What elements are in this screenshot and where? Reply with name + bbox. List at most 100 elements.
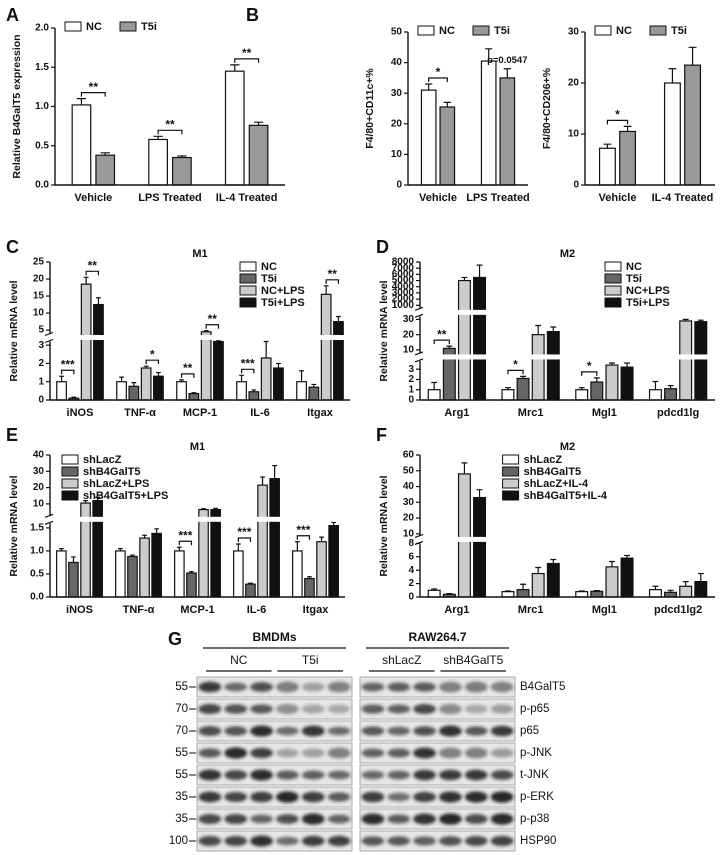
significance-bracket: [80, 92, 106, 97]
protein-label: p-p65: [520, 703, 549, 715]
significance-bracket: [180, 373, 195, 378]
blot-strip: [359, 698, 516, 720]
blot-band: [224, 769, 248, 781]
y-axis-label: F4/80+CD11c+%: [364, 68, 376, 149]
bar: [664, 388, 678, 401]
panel-letter: F: [376, 425, 387, 445]
error-bar: [176, 546, 182, 551]
bar: [457, 279, 471, 401]
legend-label: shLacZ+LPS: [83, 478, 149, 490]
y-axis-label: Relative mRNA level: [378, 280, 390, 381]
chart-title: M2: [560, 248, 575, 260]
legend-swatch: [604, 285, 622, 296]
blot-band: [490, 725, 514, 737]
legend-label: shB4GalT5: [83, 466, 140, 478]
error-bar: [593, 377, 600, 383]
x-tick-label: Arg1: [444, 604, 469, 616]
blot-band: [224, 835, 248, 847]
y-tick-label: 6: [408, 551, 414, 562]
error-bar: [272, 464, 278, 479]
bar: [92, 500, 103, 598]
blot-band: [413, 836, 436, 846]
bar: [93, 303, 104, 401]
y-tick-label: 2: [408, 374, 414, 385]
error-bar: [535, 324, 542, 335]
y-tick-label: 8: [408, 538, 414, 549]
y-tick-label: 5000: [392, 275, 415, 286]
blot-band: [464, 726, 488, 736]
y-tick-label: 20: [403, 513, 415, 524]
y-tick-label: 0: [396, 180, 402, 191]
annotation: ***: [296, 523, 310, 537]
bar: [292, 550, 303, 598]
significance-bracket: [178, 540, 193, 546]
bar: [575, 591, 589, 598]
y-axis-label: Relative mRNA level: [8, 280, 20, 381]
panel-letter: D: [376, 237, 389, 257]
blot-band: [327, 747, 351, 759]
protein-label: B4GalT5: [520, 681, 565, 693]
x-tick-label: Itgax: [307, 407, 334, 419]
blot-band: [250, 769, 273, 781]
error-bar: [71, 556, 76, 563]
blot-band: [464, 836, 488, 846]
error-bar: [608, 560, 615, 567]
y-tick-label: 30: [568, 27, 580, 38]
blot-strip: [359, 808, 516, 830]
blot-band: [250, 835, 273, 847]
subgroup-label: shLacZ: [382, 653, 421, 667]
bar: [304, 577, 315, 598]
legend-swatch: [502, 478, 520, 489]
axis-break: [48, 335, 352, 340]
blot-band: [439, 769, 462, 781]
blot-band: [464, 791, 488, 803]
legend-label: NC: [616, 25, 632, 37]
axis-break: [48, 516, 347, 522]
blot-band: [327, 835, 351, 847]
x-tick-label: IL-6: [250, 407, 270, 419]
legend-swatch: [64, 21, 82, 32]
significance-bracket: [157, 129, 183, 135]
blot-band: [490, 791, 514, 803]
x-tick-label: IL-4 Treated: [652, 192, 714, 204]
blot-band: [250, 814, 273, 824]
bar: [95, 154, 116, 186]
group-label: BMDMs: [253, 630, 297, 644]
bar: [296, 381, 307, 401]
bar: [200, 331, 212, 401]
marker-label: 35: [175, 813, 188, 825]
blot-band: [439, 836, 462, 846]
marker-label: 55: [175, 747, 188, 759]
blot-band: [301, 682, 325, 692]
blot-band: [198, 791, 222, 803]
significance-bracket: [507, 369, 524, 375]
legend-label: T5i: [671, 25, 687, 37]
x-tick-label: TNF-α: [123, 604, 155, 616]
y-tick-label: 2: [38, 358, 44, 369]
chart-title: M1: [192, 248, 207, 260]
y-tick-label: 40: [403, 481, 415, 492]
bar: [236, 381, 247, 401]
bar: [694, 580, 708, 598]
legend-swatch: [239, 285, 257, 296]
x-tick-label: Arg1: [444, 407, 469, 419]
bar: [664, 591, 678, 598]
error-bar: [688, 46, 697, 66]
significance-bracket: [606, 119, 629, 125]
y-tick-label: 0: [408, 592, 414, 603]
bar: [531, 334, 545, 401]
chart-title: M2: [560, 441, 575, 453]
chart-title: M1: [190, 441, 205, 453]
blot-strip: [359, 720, 516, 742]
legend-label: NC: [439, 25, 455, 37]
bar: [473, 276, 487, 401]
significance-bracket: [237, 537, 252, 543]
annotation: *: [150, 347, 155, 361]
protein-label: HSP90: [520, 835, 556, 847]
error-bar: [235, 543, 241, 551]
bar: [575, 389, 589, 401]
bar: [501, 591, 515, 598]
blot-band: [490, 681, 514, 693]
blot-band: [276, 726, 299, 736]
y-axis-label: Relative B4GalT5 expression: [11, 34, 23, 178]
